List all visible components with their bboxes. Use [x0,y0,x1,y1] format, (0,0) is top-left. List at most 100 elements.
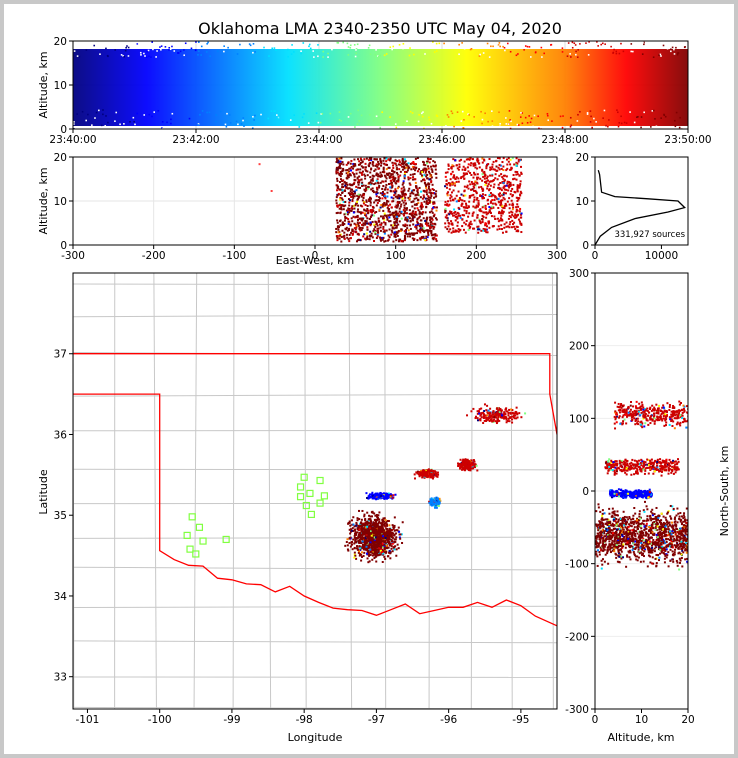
plan-view-point [355,524,358,527]
east-west-point [370,159,373,162]
east-west-point [384,186,387,189]
east-west-point [457,168,460,171]
time-altitude-point [90,126,93,129]
plan-view-point [460,464,463,467]
east-west-point [488,206,491,209]
plan-view-xtick-label: -98 [296,714,313,726]
east-west-xtick-label: 300 [547,250,567,262]
time-altitude-point [282,46,285,49]
east-west-point [453,208,456,211]
time-altitude-point [273,110,275,112]
time-altitude-point [347,116,350,118]
plan-view-point [367,518,370,521]
east-west-point [476,157,479,160]
time-altitude-point [160,48,162,51]
east-west-point [364,184,367,187]
plan-view-point [371,554,374,557]
east-west-point [405,166,408,169]
east-west-point [400,212,403,215]
east-west-point [419,227,422,230]
east-west-point [375,236,378,239]
plan-view-point [360,530,363,533]
time-altitude-point [610,45,612,48]
east-west-point [397,179,400,182]
east-west-point [478,219,481,222]
time-altitude-point [207,41,209,44]
east-west-point [456,221,459,224]
plan-view-point [483,419,486,422]
plan-view-point [495,416,498,419]
east-west-point [376,227,379,230]
time-altitude-point [562,115,564,117]
east-west-point [487,179,490,182]
plan-view-point [505,418,508,421]
east-west-point [397,212,400,215]
time-altitude-point [481,122,483,125]
plan-view-point [393,533,396,536]
east-west-point [502,206,505,209]
plan-view-point [373,536,376,539]
east-west-point [376,233,379,236]
plan-view-point [367,519,370,522]
east-west-point [352,215,355,218]
east-west-point [394,195,397,198]
east-west-point [364,220,367,223]
time-altitude-point [642,42,645,45]
east-west-point [373,169,376,172]
east-west-point [486,185,489,188]
plan-view-point [507,417,510,420]
east-west-point [393,191,396,194]
plan-view-point [485,419,488,422]
east-west-point [434,168,437,171]
east-west-point [461,175,464,178]
east-west-point [477,203,480,206]
east-west-point [519,194,522,197]
time-altitude-point [402,42,405,45]
time-altitude-point [143,114,146,116]
east-west-point [469,164,472,167]
plan-view-point [473,460,476,463]
time-altitude-point [678,126,681,129]
east-west-point [485,228,488,231]
plan-view-point [383,548,386,551]
plan-view-point [380,525,383,528]
time-altitude-point [557,47,560,49]
east-west-point [359,157,362,160]
plan-view-point [362,543,365,546]
east-west-point [465,206,468,209]
time-altitude-point [467,113,469,115]
plan-view-point [377,536,380,539]
east-west-point [450,182,453,185]
time-altitude-point [605,124,607,127]
east-west-point [414,181,417,184]
lma-station-marker [186,545,194,553]
north-south-panel: Altitude, km North-South, km -300-200-10… [565,268,731,744]
east-west-point [337,192,340,195]
east-west-point [414,169,417,172]
plan-view-point [390,529,393,532]
east-west-point [449,210,452,213]
east-west-point [474,166,477,169]
east-west-point [360,178,363,181]
time-altitude-point [357,109,359,112]
plan-view-point [471,466,474,469]
east-west-point [350,195,353,198]
east-west-point [505,221,508,224]
plan-view-point [387,539,390,542]
east-west-point [391,200,394,203]
east-west-point [400,210,403,213]
plan-view-point [361,555,364,558]
plan-view-point [378,545,381,548]
east-west-point [444,226,447,229]
east-west-point [447,168,450,171]
east-west-point [518,210,521,213]
east-west-point [390,233,393,236]
east-west-point [503,179,506,182]
east-west-point [372,229,375,232]
time-altitude-point [177,52,179,54]
east-west-point [370,167,373,170]
plan-view-point [375,518,378,521]
east-west-point [336,171,339,174]
east-west-point [374,199,377,202]
east-west-point [511,194,514,197]
